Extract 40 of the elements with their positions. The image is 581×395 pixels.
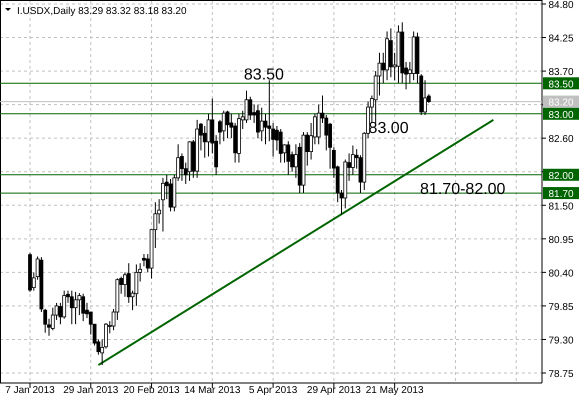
- candlestick: [278, 128, 283, 164]
- y-tick-label: 84.25: [548, 34, 574, 45]
- x-tick-label: 7 Jan 2013: [5, 385, 56, 395]
- candlestick: [123, 272, 127, 298]
- candlestick: [423, 80, 427, 116]
- y-tick-label: 80.40: [548, 268, 574, 280]
- y-tick-label: 81.50: [548, 201, 574, 212]
- candlestick: [222, 110, 226, 142]
- candlestick: [81, 293, 86, 322]
- ref-line-label: 83.20: [548, 98, 574, 109]
- y-tick-label: 79.30: [548, 335, 574, 346]
- candlestick: [161, 177, 165, 232]
- chart-title: I.USDX,Daily 83.29 83.32 83.18 83.20: [17, 6, 187, 17]
- candlestick: [248, 96, 252, 120]
- ref-line-label: 83.00: [548, 110, 574, 121]
- candlestick: [134, 264, 138, 306]
- candlestick: [256, 104, 260, 139]
- ref-line-label: 83.50: [548, 79, 574, 90]
- ref-line-label: 82.00: [548, 170, 574, 182]
- candlestick: [286, 140, 290, 176]
- annotation: 83.50: [244, 66, 284, 84]
- candlestick: [74, 291, 78, 325]
- x-tick-label: 14 Mar 2013: [184, 385, 241, 395]
- x-tick-label: 29 Jan 2013: [63, 385, 119, 395]
- ref-line-label: 81.70: [548, 189, 574, 200]
- y-tick-label: 82.60: [548, 134, 574, 146]
- y-tick-label: 79.85: [548, 302, 574, 313]
- candlestick: [260, 107, 264, 142]
- x-tick-label: 20 Feb 2013: [123, 385, 180, 395]
- y-tick-label: 80.95: [548, 234, 574, 246]
- x-tick-label: 29 Apr 2013: [306, 385, 362, 395]
- y-tick-label: 83.70: [548, 67, 574, 78]
- candlestick: [70, 290, 74, 325]
- candlestick: [226, 110, 230, 139]
- y-tick-label: 78.75: [548, 369, 574, 380]
- x-tick-label: 5 Apr 2013: [248, 385, 298, 395]
- y-tick-label: 84.80: [548, 0, 574, 11]
- candlestick: [206, 113, 210, 157]
- candlestick: [168, 178, 172, 212]
- x-tick-label: 21 May 2013: [366, 385, 424, 395]
